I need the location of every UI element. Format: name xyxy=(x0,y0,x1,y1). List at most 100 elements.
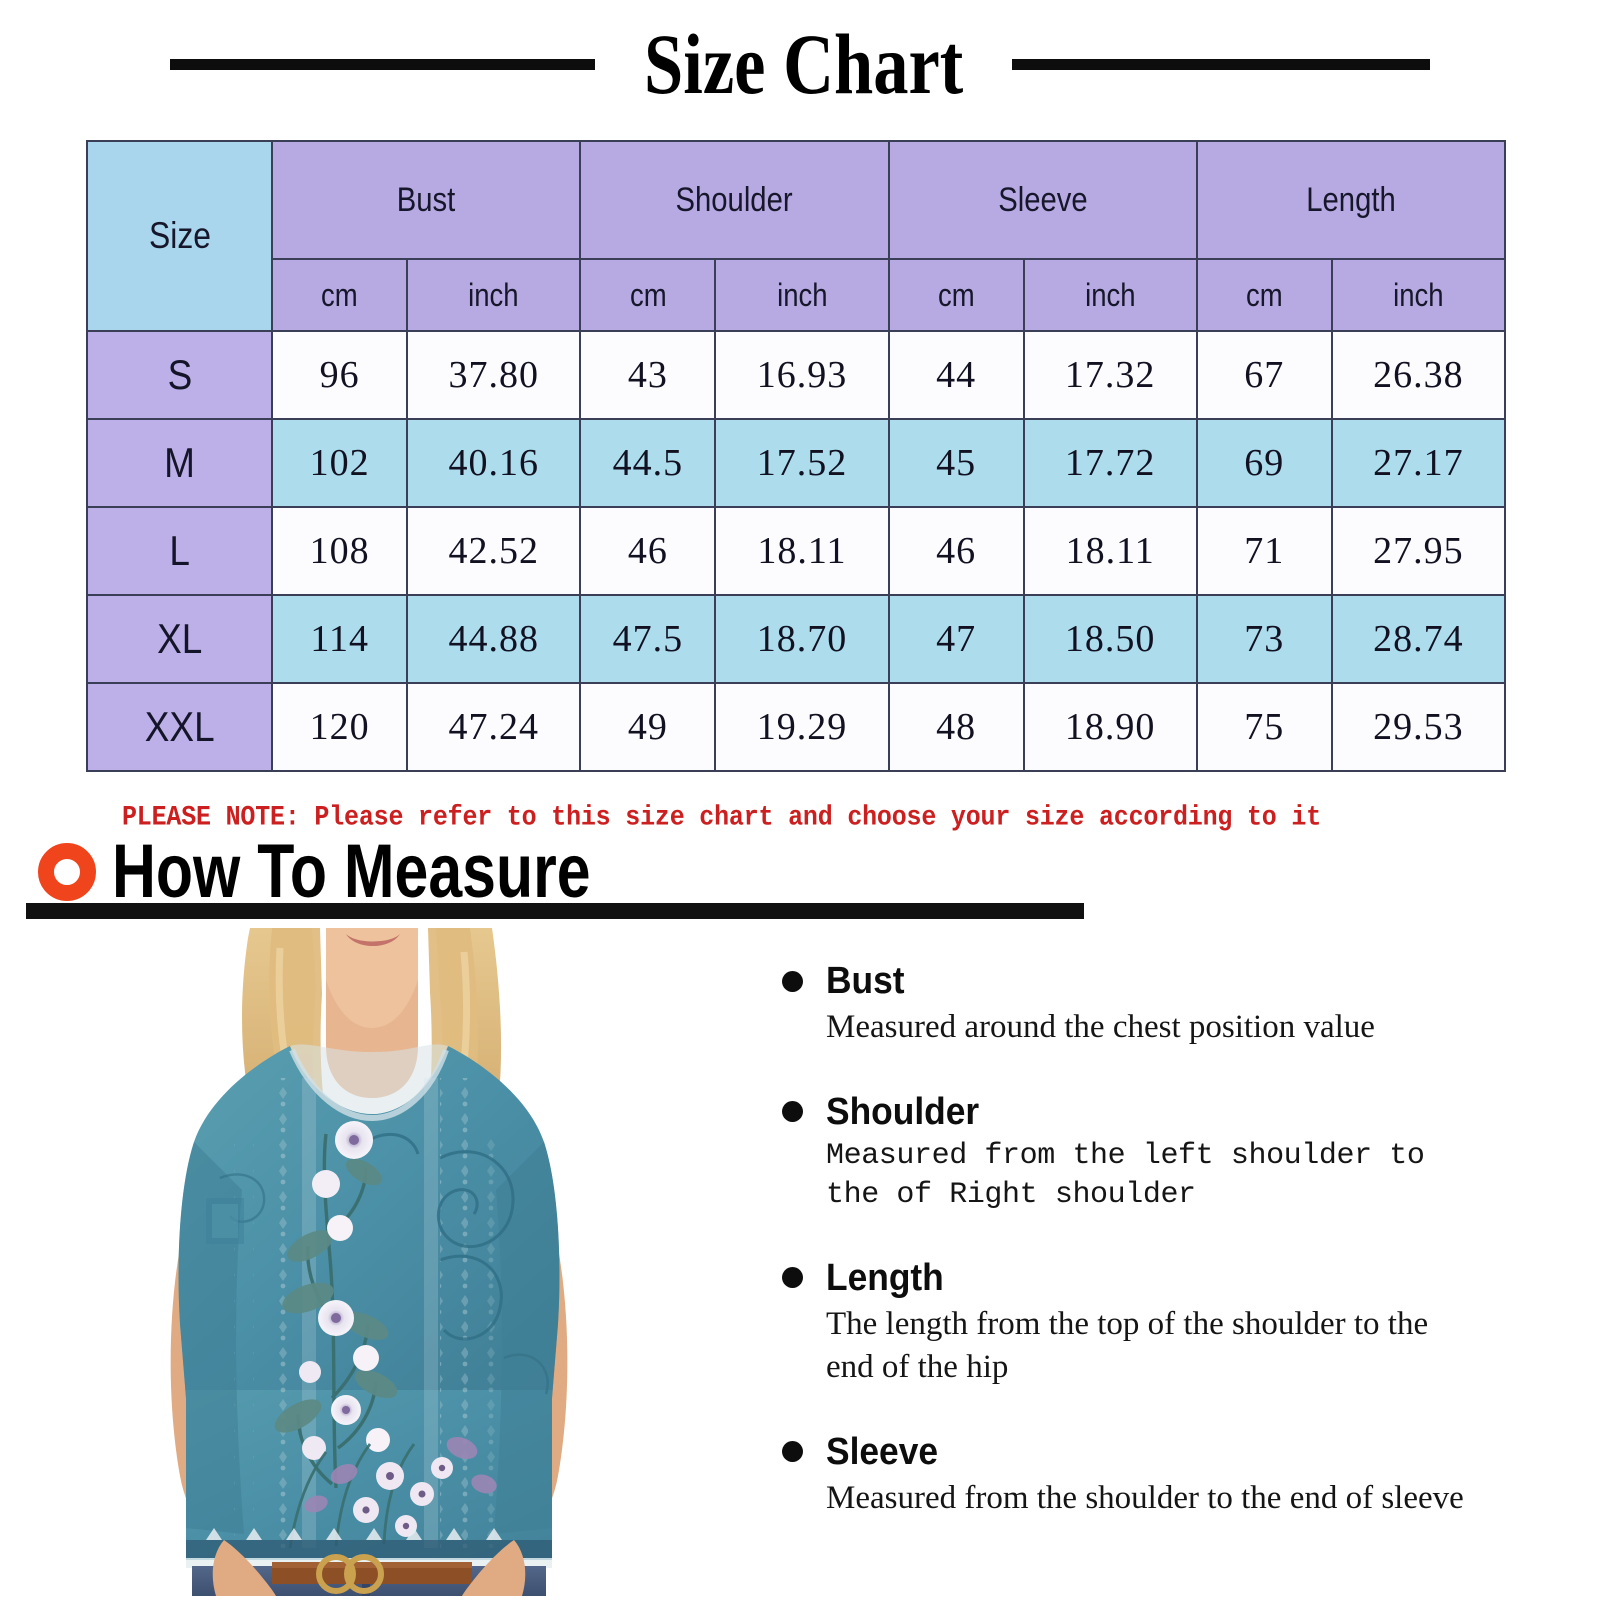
measure-item-head: Shoulder xyxy=(782,1093,1482,1131)
title-rule-right xyxy=(1012,58,1431,70)
cell-value: 27.17 xyxy=(1330,418,1507,508)
cell-value: 47 xyxy=(887,594,1025,684)
cell-value: 18.90 xyxy=(1022,682,1198,772)
header-unit-length-inch: inch xyxy=(1330,258,1507,332)
header-unit-sleeve-cm: cm xyxy=(887,258,1025,332)
size-chart-table-wrapper: Size Bust Shoulder Sleeve Length cm inch… xyxy=(85,140,1507,772)
header-unit-bust-cm: cm xyxy=(271,258,409,332)
cell-value: 43 xyxy=(579,330,717,420)
cell-value: 48 xyxy=(887,682,1025,772)
cell-value: 45 xyxy=(887,418,1025,508)
table-row: M 102 40.16 44.5 17.52 45 17.72 69 27.17 xyxy=(85,418,1507,508)
header-unit-length-cm: cm xyxy=(1195,258,1333,332)
cell-value: 114 xyxy=(271,594,409,684)
cell-value: 96 xyxy=(271,330,409,420)
cell-value: 26.38 xyxy=(1330,330,1507,420)
measure-item-description: Measured from the left shoulder to the o… xyxy=(826,1138,1425,1212)
measure-definition-list: Bust Measured around the chest position v… xyxy=(782,962,1482,1564)
cell-value: 44.5 xyxy=(579,418,717,508)
cell-value: 69 xyxy=(1195,418,1333,508)
cell-size: M xyxy=(85,418,274,508)
size-chart-body: S 96 37.80 43 16.93 44 17.32 67 26.38 M 102 40.16 44… xyxy=(85,330,1507,772)
measure-item: Length The length from the top of the sho… xyxy=(782,1259,1482,1389)
cell-size: XL xyxy=(85,594,274,684)
bullet-icon xyxy=(782,1267,803,1289)
measure-item: Sleeve Measured from the shoulder to the … xyxy=(782,1433,1482,1520)
measure-item-label: Length xyxy=(826,1256,944,1299)
header-unit-sleeve-inch: inch xyxy=(1022,258,1198,332)
cell-value: 71 xyxy=(1195,506,1333,596)
measure-item-label: Shoulder xyxy=(826,1090,980,1133)
header-unit-bust-inch: inch xyxy=(406,258,582,332)
table-header-group-row: Size Bust Shoulder Sleeve Length xyxy=(85,140,1507,332)
measure-item: Shoulder Measured from the left shoulder … xyxy=(782,1093,1482,1215)
size-label: XXL xyxy=(144,703,215,750)
measure-item-head: Bust xyxy=(782,962,1482,1000)
cell-value: 40.16 xyxy=(406,418,582,508)
product-photo-illustration xyxy=(140,928,598,1596)
cell-value: 46 xyxy=(887,506,1025,596)
cell-value: 18.11 xyxy=(714,506,890,596)
how-to-measure-heading: How To Measure xyxy=(38,834,710,910)
table-row: L 108 42.52 46 18.11 46 18.11 71 27.95 xyxy=(85,506,1507,596)
cell-value: 29.53 xyxy=(1330,682,1507,772)
cell-value: 27.95 xyxy=(1330,506,1507,596)
cell-value: 42.52 xyxy=(406,506,582,596)
size-chart-table: Size Bust Shoulder Sleeve Length cm inch… xyxy=(85,140,1507,772)
cell-value: 120 xyxy=(271,682,409,772)
table-row: XXL 120 47.24 49 19.29 48 18.90 75 29.53 xyxy=(85,682,1507,772)
cell-size: S xyxy=(85,330,274,420)
cell-value: 75 xyxy=(1195,682,1333,772)
how-to-measure-underline xyxy=(26,903,1084,919)
please-note-text: PLEASE NOTE: Please refer to this size c… xyxy=(122,801,1321,834)
cell-value: 108 xyxy=(271,506,409,596)
cell-value: 67 xyxy=(1195,330,1333,420)
cell-value: 37.80 xyxy=(406,330,582,420)
bullet-icon xyxy=(782,1441,803,1463)
cell-value: 47.5 xyxy=(579,594,717,684)
measure-item-head: Sleeve xyxy=(782,1433,1482,1471)
cell-value: 46 xyxy=(579,506,717,596)
table-header-unit-row: cm inch cm inch cm inch cm inch xyxy=(87,258,1507,332)
measure-item-head: Length xyxy=(782,1259,1482,1297)
size-label: L xyxy=(169,527,190,574)
product-photo xyxy=(140,928,598,1596)
page-title-block: Size Chart xyxy=(0,8,1600,120)
bullet-icon xyxy=(782,1101,803,1123)
header-group-shoulder: Shoulder xyxy=(579,140,890,260)
cell-value: 47.24 xyxy=(406,682,582,772)
cell-value: 19.29 xyxy=(714,682,890,772)
header-group-sleeve: Sleeve xyxy=(887,140,1198,260)
cell-value: 28.74 xyxy=(1330,594,1507,684)
cell-value: 73 xyxy=(1195,594,1333,684)
cell-value: 18.70 xyxy=(714,594,890,684)
measure-item-label: Bust xyxy=(826,960,905,1002)
cell-size: XXL xyxy=(85,682,274,772)
cell-value: 102 xyxy=(271,418,409,508)
cell-value: 18.11 xyxy=(1022,506,1198,596)
size-label: M xyxy=(164,439,195,486)
ring-icon xyxy=(38,843,96,901)
header-group-length: Length xyxy=(1195,140,1507,260)
cell-value: 17.52 xyxy=(714,418,890,508)
measure-item-description: Measured around the chest position value xyxy=(826,1009,1375,1045)
header-group-bust: Bust xyxy=(271,140,582,260)
cell-size: L xyxy=(85,506,274,596)
cell-value: 17.32 xyxy=(1022,330,1198,420)
cell-value: 44.88 xyxy=(406,594,582,684)
cell-value: 49 xyxy=(579,682,717,772)
cell-value: 16.93 xyxy=(714,330,890,420)
cell-value: 44 xyxy=(887,330,1025,420)
size-label: S xyxy=(167,351,192,398)
measure-item-label: Sleeve xyxy=(826,1430,939,1473)
measure-item: Bust Measured around the chest position v… xyxy=(782,962,1482,1049)
cell-value: 17.72 xyxy=(1022,418,1198,508)
cell-value: 18.50 xyxy=(1022,594,1198,684)
bullet-icon xyxy=(782,970,803,992)
page-title: Size Chart xyxy=(643,16,964,112)
measure-item-description: The length from the top of the shoulder … xyxy=(826,1305,1429,1385)
header-unit-shoulder-inch: inch xyxy=(714,258,890,332)
table-row: S 96 37.80 43 16.93 44 17.32 67 26.38 xyxy=(85,330,1507,420)
header-size: Size xyxy=(85,140,274,332)
size-label: XL xyxy=(156,615,203,662)
